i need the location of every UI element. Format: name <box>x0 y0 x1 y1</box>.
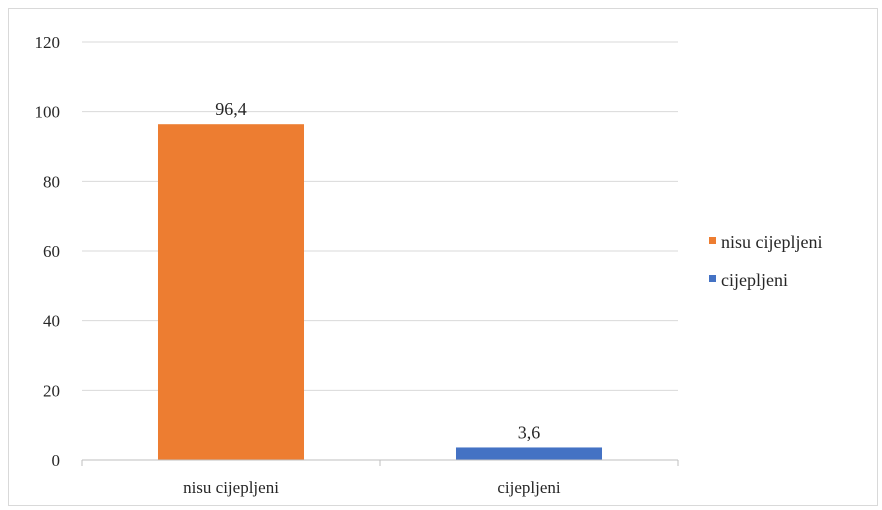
legend-label: cijepljeni <box>721 270 788 290</box>
y-tick-label: 20 <box>43 381 60 400</box>
x-tick-label: cijepljeni <box>497 478 561 497</box>
data-label: 96,4 <box>215 99 247 119</box>
y-tick-label: 120 <box>35 33 61 52</box>
data-label: 3,6 <box>518 422 541 442</box>
y-tick-label: 0 <box>52 451 61 470</box>
y-tick-label: 80 <box>43 172 60 191</box>
y-tick-label: 40 <box>43 312 60 331</box>
bar-nisu-cijepljeni <box>157 124 305 460</box>
y-tick-label: 60 <box>43 242 60 261</box>
bars: 96,4 3,6 <box>157 99 603 460</box>
y-tick-label: 100 <box>35 103 61 122</box>
x-tick-label: nisu cijepljeni <box>183 478 279 497</box>
legend-label: nisu cijepljeni <box>721 232 822 252</box>
bar-cijepljeni <box>455 447 603 460</box>
legend-swatch <box>709 275 716 282</box>
legend-swatch <box>709 237 716 244</box>
chart-frame <box>8 8 878 506</box>
legend: nisu cijepljeni cijepljeni <box>709 232 822 290</box>
y-axis-ticks: 0 20 40 60 80 100 120 <box>35 33 61 470</box>
x-axis: nisu cijepljeni cijepljeni <box>81 459 679 497</box>
